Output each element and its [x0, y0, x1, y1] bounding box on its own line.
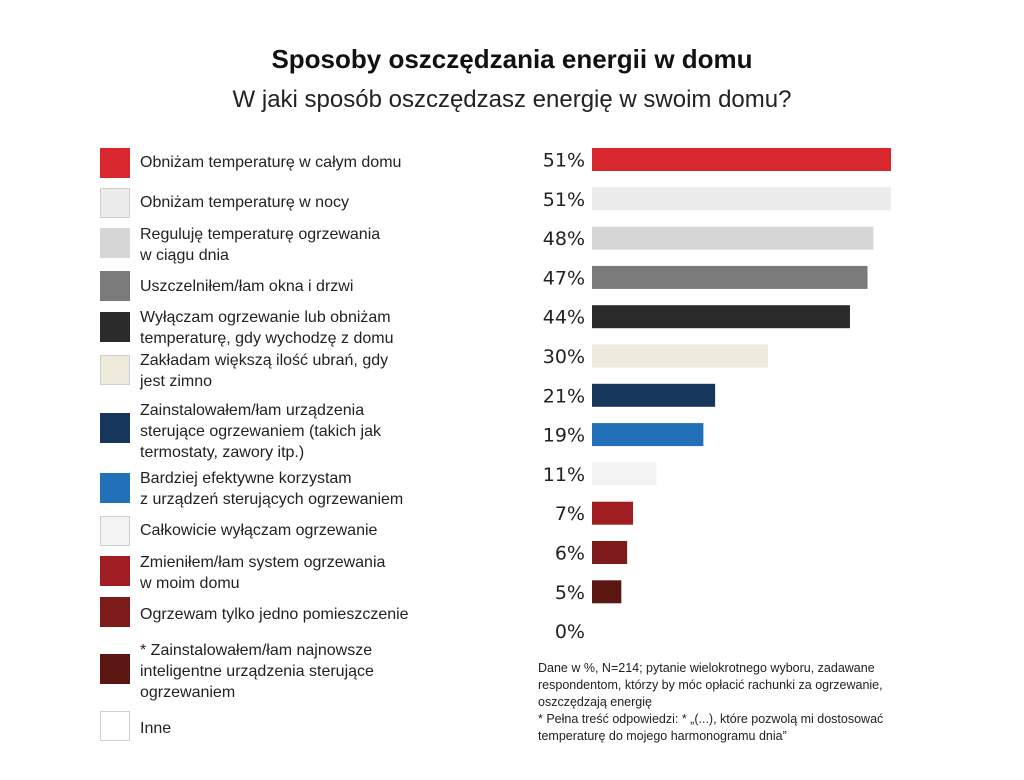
legend-swatch	[100, 473, 130, 503]
footnote: Dane w %, N=214; pytanie wielokrotnego w…	[538, 661, 884, 743]
legend-label: Obniżam temperaturę w nocy	[140, 194, 349, 211]
legend-swatch	[100, 654, 130, 684]
value-label: 51%	[543, 189, 585, 211]
legend-swatch	[100, 228, 130, 258]
value-label: 19%	[543, 425, 585, 447]
bar	[592, 344, 768, 368]
legend-label: Zainstalowałem/łam urządzenia sterujące …	[140, 402, 381, 461]
bar	[592, 501, 634, 525]
legend-swatch	[100, 355, 130, 385]
bar	[592, 541, 628, 564]
bar	[592, 265, 868, 289]
bar	[592, 383, 716, 407]
bar	[592, 148, 891, 171]
legend-label: Inne	[140, 720, 172, 737]
legend-swatch	[100, 556, 130, 586]
chart-title: Sposoby oszczędzania energii w domu	[271, 44, 753, 74]
bar	[592, 423, 704, 447]
chart-subtitle: W jaki sposób oszczędzasz energię w swoi…	[232, 86, 792, 113]
bar	[592, 580, 622, 604]
value-label: 11%	[543, 464, 585, 486]
bar	[592, 462, 657, 486]
bar	[592, 305, 850, 329]
bar	[592, 226, 874, 250]
legend-swatch	[100, 188, 130, 218]
legend-label: Bardziej efektywne korzystam z urządzeń …	[140, 470, 404, 508]
legend-swatch	[100, 148, 130, 178]
legend-label: Uszczelniłem/łam okna i drzwi	[140, 278, 354, 295]
value-label: 51%	[543, 150, 585, 172]
bar	[592, 187, 891, 211]
value-label: 7%	[555, 503, 585, 525]
legend-label: Zakładam większą ilość ubrań, gdy jest z…	[140, 352, 389, 390]
value-label: 48%	[543, 228, 585, 250]
legend-label: * Zainstalowałem/łam najnowsze inteligen…	[140, 642, 374, 701]
legend-swatch	[100, 711, 130, 741]
legend-label: Zmieniłem/łam system ogrzewania w moim d…	[140, 554, 386, 592]
legend-label: Reguluję temperaturę ogrzewania w ciągu …	[140, 226, 381, 264]
value-label: 30%	[543, 346, 585, 368]
value-label: 6%	[555, 543, 585, 565]
value-label: 47%	[543, 267, 585, 289]
legend-label: Ogrzewam tylko jedno pomieszczenie	[140, 606, 409, 623]
legend-swatch	[100, 413, 130, 443]
legend-label: Całkowicie wyłączam ogrzewanie	[140, 522, 378, 539]
legend-swatch	[100, 271, 130, 301]
value-label: 5%	[555, 582, 585, 604]
legend-swatch	[100, 516, 130, 546]
legend-swatch	[100, 597, 130, 627]
legend-label: Obniżam temperaturę w całym domu	[140, 154, 402, 171]
value-label: 0%	[555, 621, 585, 643]
legend-label: Wyłączam ogrzewanie lub obniżam temperat…	[140, 309, 394, 347]
legend: Obniżam temperaturę w całym domu Obniżam …	[100, 148, 409, 741]
legend-swatch	[100, 312, 130, 342]
value-label: 21%	[543, 385, 585, 407]
value-label: 44%	[543, 307, 585, 329]
